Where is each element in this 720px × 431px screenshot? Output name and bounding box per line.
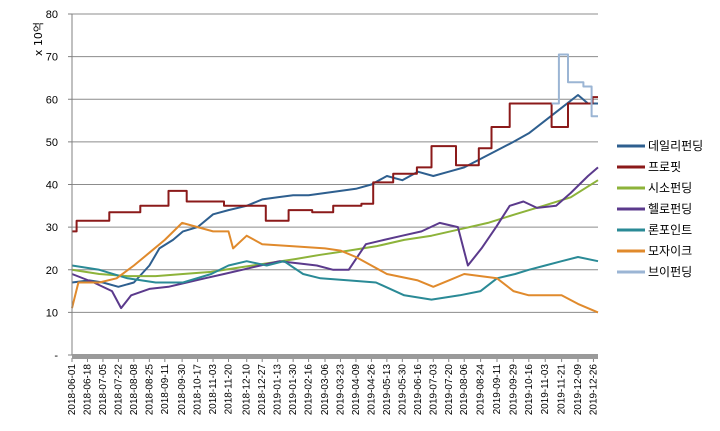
y-tick-label: 50 — [46, 137, 58, 149]
legend-label: 시소펀딩 — [648, 181, 692, 195]
x-tick-label: 2019-10-16 — [524, 364, 535, 416]
x-tick-label: 2019-09-11 — [492, 364, 503, 415]
y-tick-label: 60 — [46, 94, 58, 106]
x-tick-label: 2018-09-11 — [160, 364, 171, 415]
y-tick-label: 40 — [46, 180, 58, 192]
x-tick-label: 2019-11-21 — [557, 364, 568, 415]
x-tick-label: 2018-07-22 — [113, 364, 124, 416]
x-tick-label: 2018-12-27 — [257, 364, 268, 416]
legend-label: 브이펀딩 — [648, 265, 692, 279]
x-tick-label: 2018-12-10 — [242, 364, 253, 416]
y-tick-label: - — [54, 350, 58, 362]
series-line-5 — [71, 221, 599, 314]
x-tick-label: 2019-05-30 — [397, 364, 408, 416]
x-axis-ticks: 2018-06-01 2018-06-18 2018-07-05 2018-07-22… — [67, 358, 599, 415]
series-lines — [71, 53, 599, 314]
y-tick-label: 10 — [46, 307, 58, 319]
x-tick-label: 2018-06-18 — [82, 364, 93, 416]
x-tick-label: 2018-08-08 — [129, 364, 140, 416]
x-tick-label: 2019-02-16 — [304, 364, 315, 416]
y-axis-label: x 10억 — [32, 22, 45, 56]
y-tick-label: 20 — [46, 265, 58, 277]
series-line-6 — [551, 53, 598, 118]
x-tick-label: 2018-09-30 — [177, 364, 188, 416]
x-tick-label: 2018-11-20 — [224, 364, 235, 415]
x-tick-label: 2019-01-13 — [273, 364, 284, 416]
series-line-3 — [71, 166, 599, 310]
x-tick-label: 2018-07-05 — [98, 364, 109, 416]
x-tick-label: 2019-05-13 — [382, 364, 393, 416]
x-tick-label: 2018-10-17 — [193, 364, 204, 416]
x-tick-label: 2019-08-06 — [459, 364, 470, 416]
legend-label: 론포인트 — [648, 223, 692, 237]
legend-label: 헬로펀딩 — [648, 202, 692, 216]
series-line-0 — [71, 94, 598, 288]
x-tick-label: 2018-11-03 — [208, 364, 219, 415]
x-tick-label: 2019-04-09 — [351, 364, 362, 416]
legend-label: 데일리펀딩 — [648, 139, 703, 153]
series-line-1 — [72, 96, 598, 233]
x-tick-label: 2019-08-24 — [476, 364, 487, 416]
x-tick-label: 2018-08-25 — [144, 364, 155, 416]
series-line-2 — [71, 179, 599, 278]
x-axis-band — [72, 354, 598, 359]
legend-label: 모자이크 — [648, 244, 692, 258]
y-tick-label: 30 — [46, 222, 58, 234]
x-tick-label: 2019-12-26 — [588, 364, 599, 416]
y-tick-label: 80 — [46, 9, 58, 21]
x-tick-label: 2019-03-23 — [335, 364, 346, 416]
axes — [71, 14, 598, 359]
series-line-4 — [71, 256, 599, 301]
y-tick-label: 70 — [46, 52, 58, 64]
x-tick-label: 2019-09-29 — [508, 364, 519, 416]
x-tick-label: 2019-07-20 — [444, 364, 455, 416]
x-tick-label: 2019-06-16 — [413, 364, 424, 416]
x-tick-label: 2018-06-01 — [67, 364, 78, 416]
x-tick-label: 2019-04-26 — [366, 364, 377, 416]
y-axis-ticks: - 10 20 30 40 50 60 70 80 — [46, 9, 72, 362]
x-tick-label: 2019-03-06 — [320, 364, 331, 416]
gridlines — [72, 13, 598, 313]
legend-label: 프로핏 — [648, 160, 681, 174]
x-tick-label: 2019-11-03 — [540, 364, 551, 415]
x-tick-label: 2019-01-30 — [288, 364, 299, 416]
x-tick-label: 2019-12-09 — [573, 364, 584, 416]
x-tick-label: 2019-07-03 — [428, 364, 439, 416]
